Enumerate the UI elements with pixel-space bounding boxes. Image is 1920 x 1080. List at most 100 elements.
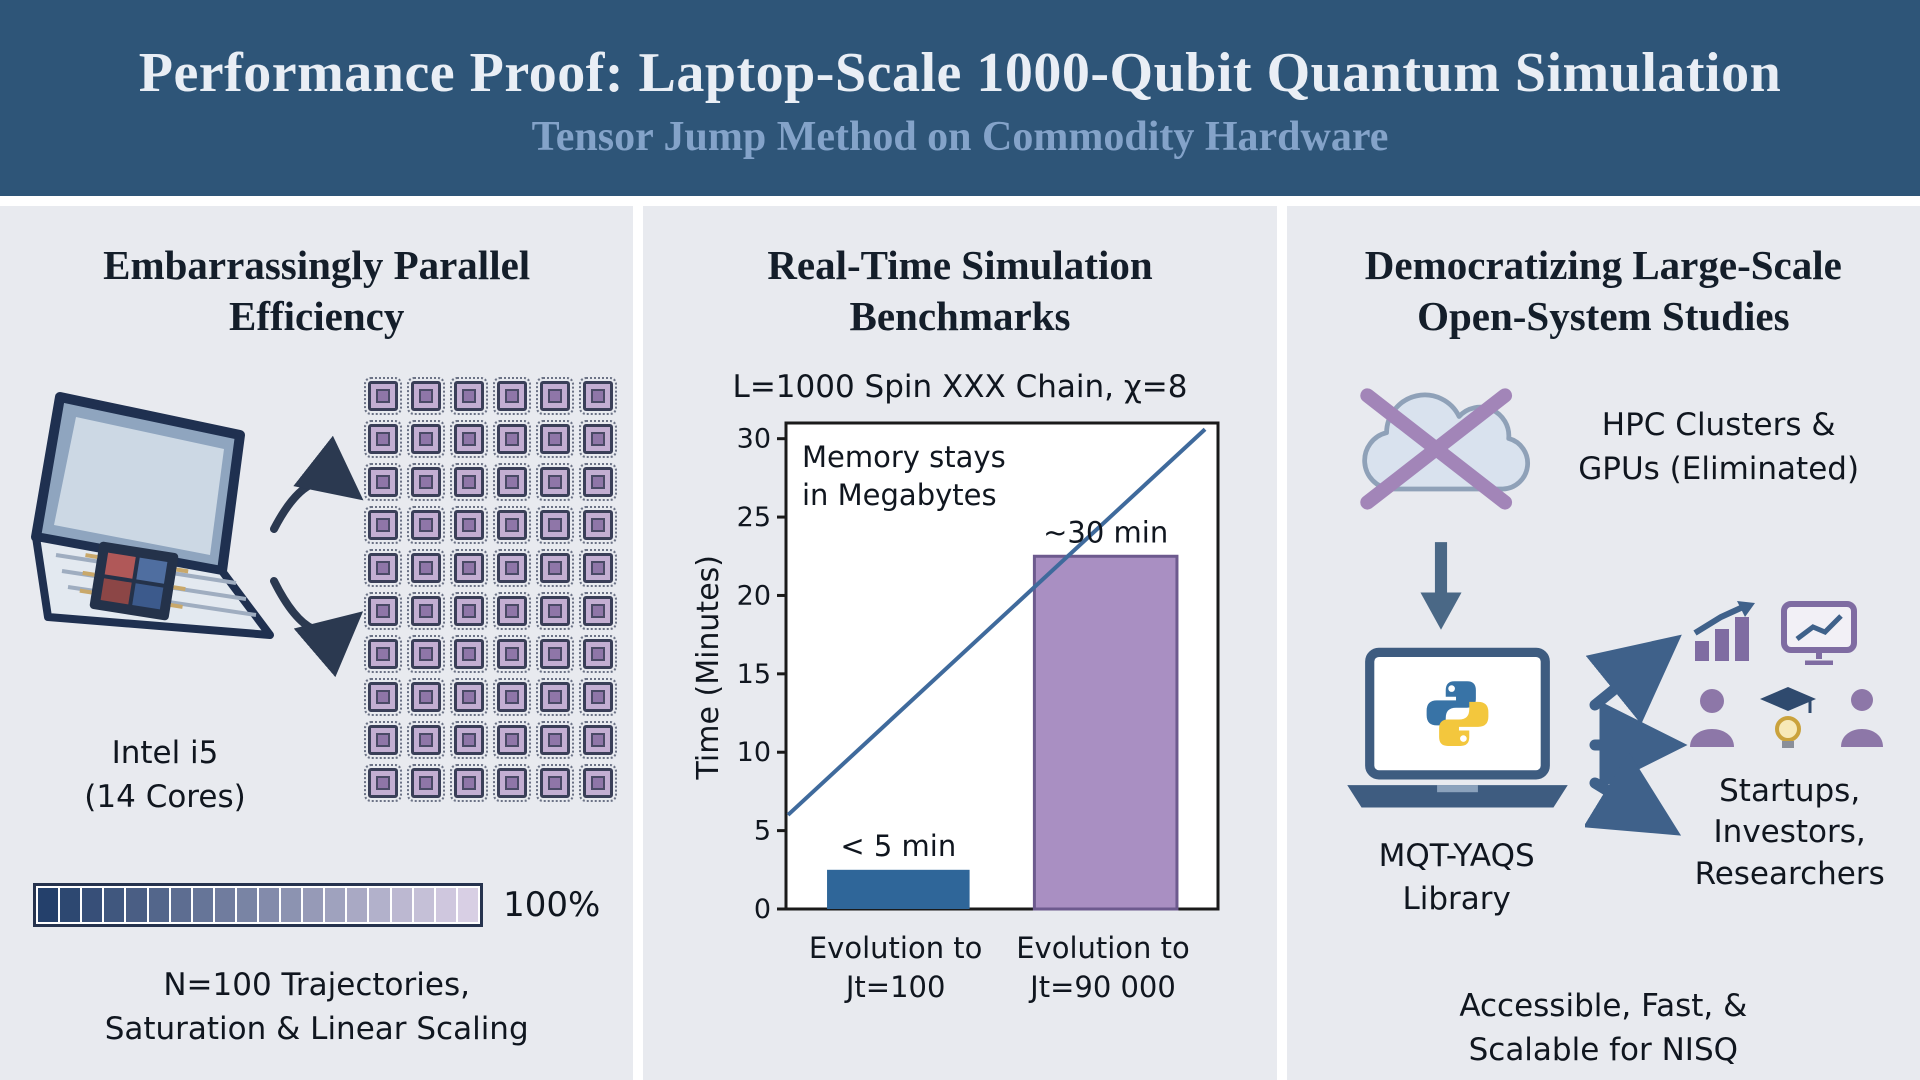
panel-benchmarks: Real-Time Simulation Benchmarks L=1000 S… (643, 206, 1277, 1080)
svg-text:10: 10 (737, 737, 771, 768)
progress-segment (413, 887, 434, 922)
cpu-chip-icon (364, 677, 402, 716)
cpu-chip-icon (493, 376, 531, 415)
cpu-chip-icon (450, 634, 488, 673)
cpu-chip-icon (493, 419, 531, 458)
panel1-heading: Embarrassingly Parallel Efficiency (103, 242, 531, 340)
cpu-chip-icon (536, 419, 574, 458)
progress-segment (259, 887, 280, 922)
cpu-chip-icon (493, 720, 531, 759)
progress-segment (457, 887, 478, 922)
page-title: Performance Proof: Laptop-Scale 1000-Qub… (138, 42, 1782, 104)
cpu-chip-icon (407, 763, 445, 802)
cpu-chip-icon (536, 462, 574, 501)
cpu-chip-icon (364, 376, 402, 415)
cpu-chip-icon (493, 548, 531, 587)
svg-text:20: 20 (737, 580, 771, 611)
progress-segment (347, 887, 368, 922)
cpu-chip-icon (579, 763, 617, 802)
svg-text:Memory stays: Memory stays (802, 440, 1006, 474)
progress-segment (126, 887, 147, 922)
cpu-chip-icon (493, 591, 531, 630)
cpu-chip-icon (536, 548, 574, 587)
progress-segment (170, 887, 191, 922)
cpu-die-icon (79, 541, 189, 620)
cpu-chip-icon (364, 462, 402, 501)
cpu-chip-icon (364, 505, 402, 544)
cpu-chip-icon (364, 763, 402, 802)
cpu-chip-icon (493, 634, 531, 673)
progress-segment (325, 887, 346, 922)
svg-text:0: 0 (754, 894, 771, 923)
chip-grid (364, 376, 617, 802)
democratize-illustration: HPC Clusters & GPUs (Eliminated) MQT-YAQ… (1287, 373, 1920, 948)
cpu-chip-icon (579, 548, 617, 587)
cpu-chip-icon (407, 591, 445, 630)
audience-label: Startups, Investors, Researchers (1694, 772, 1885, 893)
cpu-chip-icon (407, 634, 445, 673)
laptop-cpu-icon (31, 391, 274, 639)
panel3-caption: Accessible, Fast, & Scalable for NISQ (1459, 987, 1748, 1069)
x-axis-label: Evolution to Jt=100 (808, 930, 983, 1004)
businesswoman-icon (1689, 688, 1734, 747)
growth-chart-icon (1693, 600, 1755, 661)
chart-x-labels: Evolution to Jt=100 Evolution to Jt=90 000 (725, 929, 1225, 1019)
cpu-chip-icon (579, 419, 617, 458)
page-subtitle: Tensor Jump Method on Commodity Hardware (531, 114, 1389, 160)
cpu-chip-icon (536, 677, 574, 716)
progress-segment (391, 887, 412, 922)
cpu-chip-icon (493, 462, 531, 501)
svg-text:in Megabytes: in Megabytes (802, 478, 997, 512)
panel2-heading: Real-Time Simulation Benchmarks (767, 242, 1153, 340)
down-arrow-icon (1420, 541, 1462, 630)
panel3-heading: Democratizing Large-Scale Open-System St… (1364, 242, 1842, 340)
chart-area: Time (Minutes) 0 5 10 15 20 25 30 Memory stays i… (643, 413, 1276, 923)
cpu-chip-icon (493, 677, 531, 716)
cpu-chip-icon (493, 763, 531, 802)
impact-icons-row (1687, 599, 1859, 665)
progress-segment (60, 887, 81, 922)
progress-segment (303, 887, 324, 922)
cpu-chip-icon (450, 591, 488, 630)
python-laptop-icon (1346, 647, 1568, 808)
svg-text:25: 25 (737, 502, 771, 533)
cpu-chip-icon (407, 548, 445, 587)
progress-segment (281, 887, 302, 922)
cpu-chip-icon (450, 548, 488, 587)
cpu-chip-icon (450, 505, 488, 544)
fanout-arrows-icon (270, 435, 364, 677)
cpu-chip-icon (493, 505, 531, 544)
cpu-chip-icon (407, 419, 445, 458)
cpu-chip-icon (536, 720, 574, 759)
progress-percent: 100% (503, 884, 601, 925)
cpu-chip-icon (364, 548, 402, 587)
panel-democratizing: Democratizing Large-Scale Open-System St… (1286, 206, 1920, 1080)
parallel-illustration: Intel i5 (14 Cores) (0, 376, 633, 839)
panel-parallel-efficiency: Embarrassingly Parallel Efficiency (0, 206, 634, 1080)
svg-text:< 5 min: < 5 min (841, 828, 957, 862)
cpu-chip-icon (536, 763, 574, 802)
svg-text:30: 30 (737, 423, 771, 454)
svg-text:5: 5 (754, 815, 771, 846)
crossed-cloud-icon (1359, 387, 1530, 510)
cpu-chip-icon (536, 505, 574, 544)
cpu-chip-icon (407, 376, 445, 415)
progress-segment (435, 887, 456, 922)
content-panels: Embarrassingly Parallel Efficiency (0, 206, 1920, 1080)
x-axis-label: Evolution to Jt=90 000 (1016, 930, 1190, 1004)
cpu-chip-icon (579, 462, 617, 501)
svg-text:~30 min: ~30 min (1044, 515, 1169, 549)
efficiency-progress-row: 100% (0, 882, 633, 927)
progress-bar (33, 882, 484, 927)
graduation-lightbulb-icon (1759, 686, 1816, 748)
cpu-chip-icon (536, 376, 574, 415)
cpu-chip-icon (407, 677, 445, 716)
cpu-chip-icon (579, 677, 617, 716)
hpc-label: HPC Clusters & GPUs (Eliminated) (1578, 406, 1860, 488)
chart-title: L=1000 Spin XXX Chain, χ=8 (732, 368, 1188, 405)
audience-icons-row (1683, 685, 1889, 751)
cpu-chip-icon (364, 720, 402, 759)
cpu-chip-icon (450, 462, 488, 501)
progress-segment (192, 887, 213, 922)
progress-segment (148, 887, 169, 922)
